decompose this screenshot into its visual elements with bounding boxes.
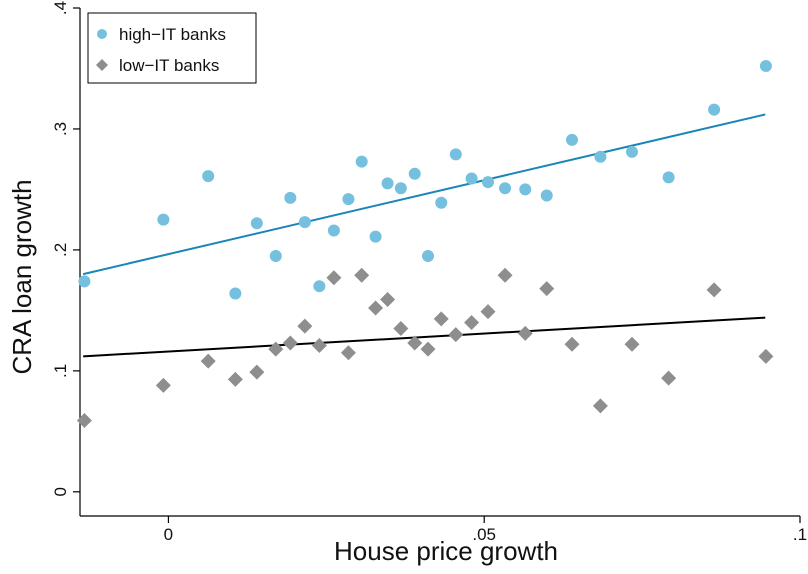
data-point-low-it — [354, 267, 370, 283]
y-tick-label: .3 — [51, 122, 70, 136]
data-point-high-it — [449, 148, 462, 161]
data-point-low-it — [497, 267, 513, 283]
data-point-high-it — [78, 275, 91, 288]
data-point-low-it — [420, 341, 436, 357]
data-point-low-it — [393, 321, 409, 337]
y-tick-label: .1 — [51, 364, 70, 378]
data-point-high-it — [157, 213, 170, 226]
x-tick-label: .1 — [793, 525, 807, 544]
data-point-high-it — [482, 176, 494, 189]
data-point-low-it — [624, 336, 640, 352]
data-point-low-it — [564, 336, 580, 352]
data-point-low-it — [340, 345, 356, 361]
plot-area: 0 .1 .2 .3 .4 0 .05 .1 — [51, 1, 807, 544]
data-point-high-it — [626, 145, 638, 158]
data-point-low-it — [297, 318, 313, 334]
data-point-low-it — [706, 282, 722, 298]
data-point-low-it — [368, 300, 384, 316]
y-tick-label: .2 — [51, 243, 70, 257]
data-points — [76, 60, 774, 428]
x-tick-label: .05 — [472, 525, 496, 544]
data-point-high-it — [519, 183, 532, 196]
legend: high−IT banks low−IT banks — [87, 12, 257, 84]
data-point-high-it — [342, 193, 355, 206]
data-point-low-it — [592, 398, 608, 414]
y-tick-label: .4 — [51, 1, 70, 15]
data-point-high-it — [540, 189, 553, 202]
data-point-low-it — [433, 311, 449, 327]
data-point-low-it — [249, 364, 265, 380]
x-axis-ticks: 0 .05 .1 — [164, 516, 807, 544]
x-axis-title: House price growth — [334, 536, 558, 566]
data-point-high-it — [499, 182, 512, 195]
legend-marker-high-it — [97, 29, 107, 39]
legend-marker-low-it — [96, 59, 108, 71]
data-point-high-it — [394, 182, 407, 195]
y-tick-label: 0 — [51, 487, 70, 496]
legend-label-low-it: low−IT banks — [119, 56, 219, 75]
data-point-low-it — [76, 412, 92, 428]
data-point-low-it — [407, 335, 423, 351]
fit-line-high-it — [82, 113, 766, 276]
data-point-low-it — [380, 291, 396, 307]
data-point-low-it — [758, 348, 774, 364]
data-point-low-it — [480, 304, 496, 320]
data-point-high-it — [313, 280, 326, 293]
data-point-high-it — [708, 103, 721, 116]
data-point-high-it — [250, 217, 263, 230]
data-point-high-it — [369, 230, 382, 243]
data-point-low-it — [539, 281, 555, 297]
data-point-high-it — [759, 60, 772, 73]
x-tick-label: 0 — [164, 525, 173, 544]
data-point-high-it — [435, 196, 448, 209]
data-point-high-it — [298, 216, 311, 229]
y-axis-ticks: 0 .1 .2 .3 .4 — [51, 1, 80, 497]
data-point-low-it — [326, 270, 342, 286]
data-point-high-it — [229, 287, 242, 300]
data-point-high-it — [269, 249, 282, 262]
data-point-high-it — [566, 133, 578, 146]
data-point-high-it — [408, 167, 421, 180]
data-point-high-it — [594, 150, 607, 163]
data-point-low-it — [661, 370, 677, 386]
data-point-high-it — [465, 172, 478, 185]
data-point-low-it — [200, 353, 216, 369]
data-point-low-it — [464, 314, 480, 330]
data-point-high-it — [327, 224, 340, 237]
data-point-high-it — [422, 249, 434, 262]
y-axis-title: CRA loan growth — [7, 179, 37, 374]
data-point-high-it — [284, 191, 297, 204]
legend-box — [87, 12, 257, 84]
data-point-low-it — [227, 371, 243, 387]
fit-lines — [82, 113, 766, 358]
data-point-low-it — [448, 327, 464, 343]
data-point-low-it — [311, 337, 327, 353]
data-point-low-it — [282, 335, 298, 351]
fit-line-low-it — [83, 316, 766, 358]
data-point-high-it — [662, 171, 675, 184]
data-point-high-it — [355, 155, 368, 168]
data-point-low-it — [517, 325, 533, 341]
data-point-high-it — [202, 170, 215, 183]
data-point-high-it — [381, 177, 394, 190]
legend-label-high-it: high−IT banks — [119, 25, 226, 44]
data-point-low-it — [268, 341, 284, 357]
data-point-low-it — [155, 377, 171, 393]
